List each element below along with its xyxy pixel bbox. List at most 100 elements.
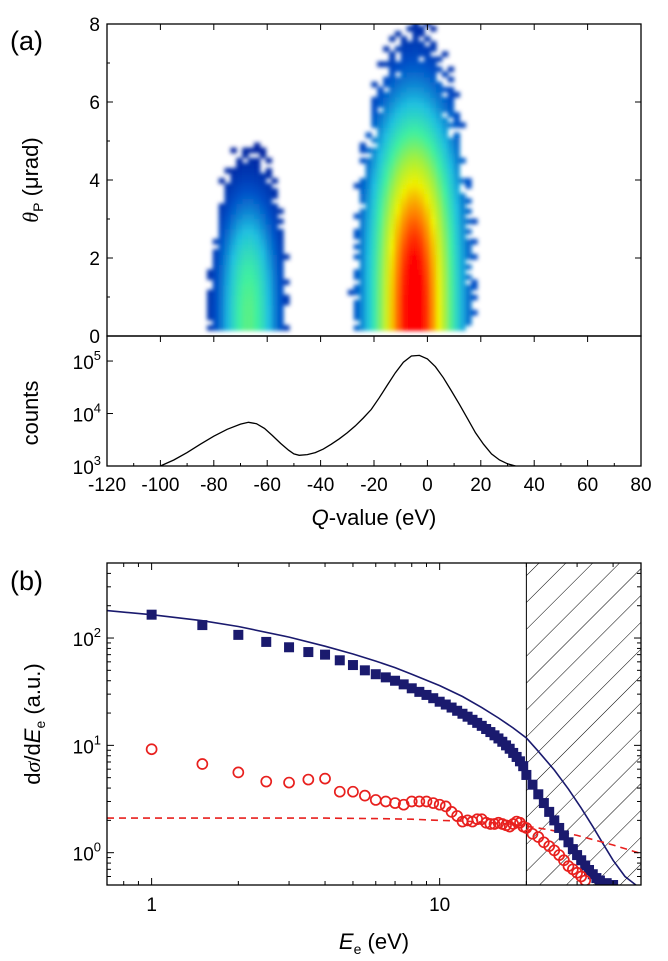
heatmap-cell: [365, 309, 372, 316]
heatmap-cell: [377, 137, 384, 144]
heatmap-cell: [242, 203, 249, 210]
data-point-square: [334, 655, 345, 666]
heatmap-cell: [406, 304, 414, 311]
heatmap-cell: [359, 188, 367, 194]
heatmap-cell: [365, 279, 372, 286]
heatmap-cell: [218, 228, 226, 235]
heatmap-cell: [400, 289, 408, 296]
heatmap-cell: [406, 102, 414, 108]
heatmap-cell: [453, 203, 461, 210]
heatmap-cell: [236, 167, 243, 174]
heatmap-cell: [236, 203, 243, 210]
heatmap-cell: [400, 132, 408, 139]
heatmap-cell: [265, 269, 273, 275]
heatmap-cell: [383, 167, 390, 174]
heatmap-cell: [412, 259, 419, 265]
heatmap-cell: [406, 188, 414, 194]
heatmap-cell: [412, 112, 419, 118]
heatmap-cell: [406, 137, 414, 144]
heatmap-cell: [371, 289, 378, 296]
heatmap-cell: [418, 127, 425, 134]
heatmap-cell: [383, 107, 390, 113]
heatmap-cell: [447, 178, 455, 184]
heatmap-cell: [253, 173, 261, 179]
heatmap-cell: [253, 279, 261, 286]
heatmap-cell: [406, 223, 414, 230]
heatmap-cell: [453, 112, 461, 118]
heatmap-cell: [459, 320, 466, 326]
heatmap-cell: [248, 147, 255, 154]
heatmap-cell: [418, 46, 425, 52]
heatmap-cell: [400, 162, 408, 169]
heatmap-cell: [248, 279, 255, 286]
heatmap-cell: [259, 284, 267, 291]
heatmap-cell: [400, 61, 408, 68]
heatmap-cell: [400, 183, 408, 189]
heatmap-cell: [359, 249, 367, 255]
heatmap-cell: [430, 223, 437, 230]
heatmap-y-ticks: 0 2 4 6 8: [89, 15, 642, 348]
heatmap-cell: [430, 117, 437, 123]
heatmap-cell: [224, 228, 231, 235]
heatmap-cell: [277, 218, 284, 225]
heatmap-cell: [441, 203, 449, 210]
heatmap-cell: [459, 304, 466, 311]
heatmap-cell: [242, 183, 249, 189]
heatmap-cell: [406, 41, 414, 47]
heatmap-cell: [453, 198, 461, 204]
heatmap-cell: [248, 299, 255, 306]
heatmap-cell: [271, 213, 278, 220]
heatmap-cell: [447, 228, 455, 235]
heatmap-cell: [447, 259, 455, 265]
heatmap-cell: [377, 304, 384, 311]
data-point-square: [406, 683, 417, 694]
heatmap-cell: [412, 71, 419, 78]
heatmap-cell: [383, 314, 390, 321]
heatmap-cell: [453, 274, 461, 281]
heatmap-cell: [230, 320, 237, 326]
heatmap-cell: [424, 238, 431, 245]
heatmap-cell: [253, 289, 261, 296]
heatmap-cell: [435, 299, 443, 306]
heatmap-cell: [418, 314, 425, 321]
data-point-square: [380, 672, 391, 683]
heatmap-cell: [435, 193, 443, 199]
heatmap-cell: [400, 193, 408, 199]
data-point-circle: [232, 766, 245, 779]
heatmap-cell: [418, 71, 425, 78]
heatmap-cell: [359, 213, 367, 220]
heatmap-cell: [453, 213, 461, 220]
heatmap-cell: [406, 147, 414, 154]
heatmap-cell: [371, 264, 378, 270]
heatmap-cell: [412, 309, 419, 316]
heatmap-cell: [400, 173, 408, 179]
heatmap-cell: [242, 228, 249, 235]
heatmap-cell: [447, 249, 455, 255]
heatmap-cell: [277, 264, 284, 270]
heatmap-cell: [435, 173, 443, 179]
heatmap-cell: [218, 289, 226, 296]
heatmap-y-tick-label: 6: [89, 93, 100, 114]
heatmap-cell: [459, 233, 466, 240]
heatmap-cell: [406, 26, 414, 32]
heatmap-cell: [406, 193, 414, 199]
heatmap-cell: [359, 198, 367, 204]
heatmap-cell: [471, 309, 478, 316]
heatmap-cell: [424, 188, 431, 194]
heatmap-cell: [459, 122, 466, 128]
heatmap-cell: [453, 91, 461, 98]
heatmap-cell: [218, 249, 226, 255]
heatmap-cell: [377, 249, 384, 255]
heatmap-cell: [406, 76, 414, 83]
b-x-tick-label: 1: [146, 895, 157, 916]
heatmap-cell: [224, 238, 231, 245]
heatmap-cell: [359, 238, 367, 245]
heatmap-cell: [394, 132, 402, 139]
data-point-circle: [433, 798, 446, 811]
heatmap-cell: [259, 208, 267, 215]
heatmap-cell: [224, 309, 231, 316]
heatmap-cell: [265, 244, 273, 250]
heatmap-cell: [259, 213, 267, 220]
heatmap-cell: [389, 152, 396, 159]
heatmap-cell: [430, 76, 437, 83]
